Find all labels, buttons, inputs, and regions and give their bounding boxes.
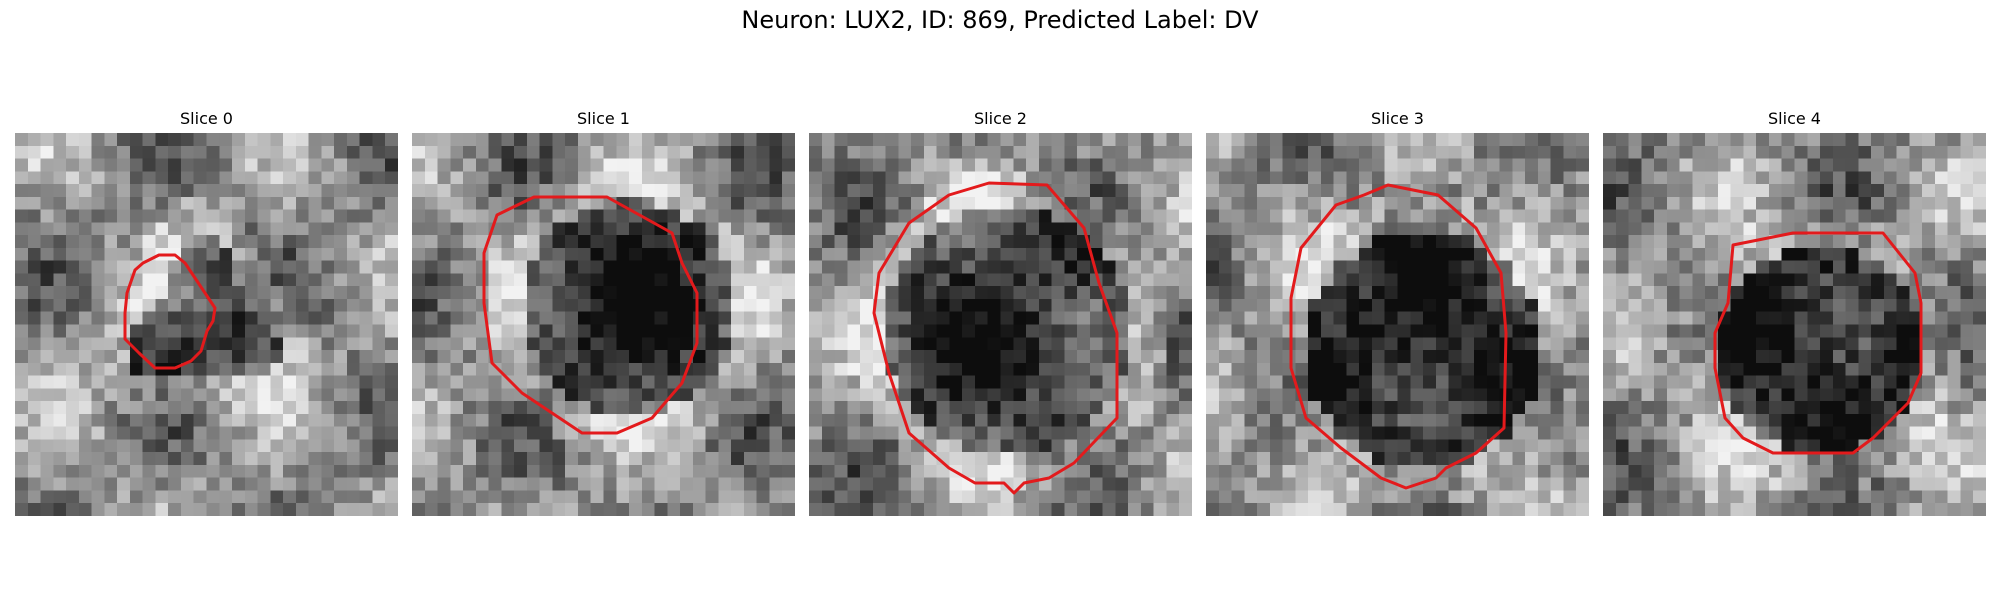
- slice-0-title: Slice 0: [180, 109, 233, 128]
- figure-title: Neuron: LUX2, ID: 869, Predicted Label: …: [741, 6, 1259, 34]
- slice-panel-4: Slice 4: [1603, 108, 1986, 516]
- slice-4-image: [1603, 133, 1986, 516]
- slice-1-title: Slice 1: [577, 109, 630, 128]
- slice-panel-0: Slice 0: [15, 108, 398, 516]
- slice-4-title: Slice 4: [1768, 109, 1821, 128]
- slice-0-image: [15, 133, 398, 516]
- slice-3-title: Slice 3: [1371, 109, 1424, 128]
- slice-panel-1: Slice 1: [412, 108, 795, 516]
- slice-panel-2: Slice 2: [809, 108, 1192, 516]
- slice-2-title: Slice 2: [974, 109, 1027, 128]
- slice-3-image: [1206, 133, 1589, 516]
- slice-1-image: [412, 133, 795, 516]
- slice-2-image: [809, 133, 1192, 516]
- slice-panel-3: Slice 3: [1206, 108, 1589, 516]
